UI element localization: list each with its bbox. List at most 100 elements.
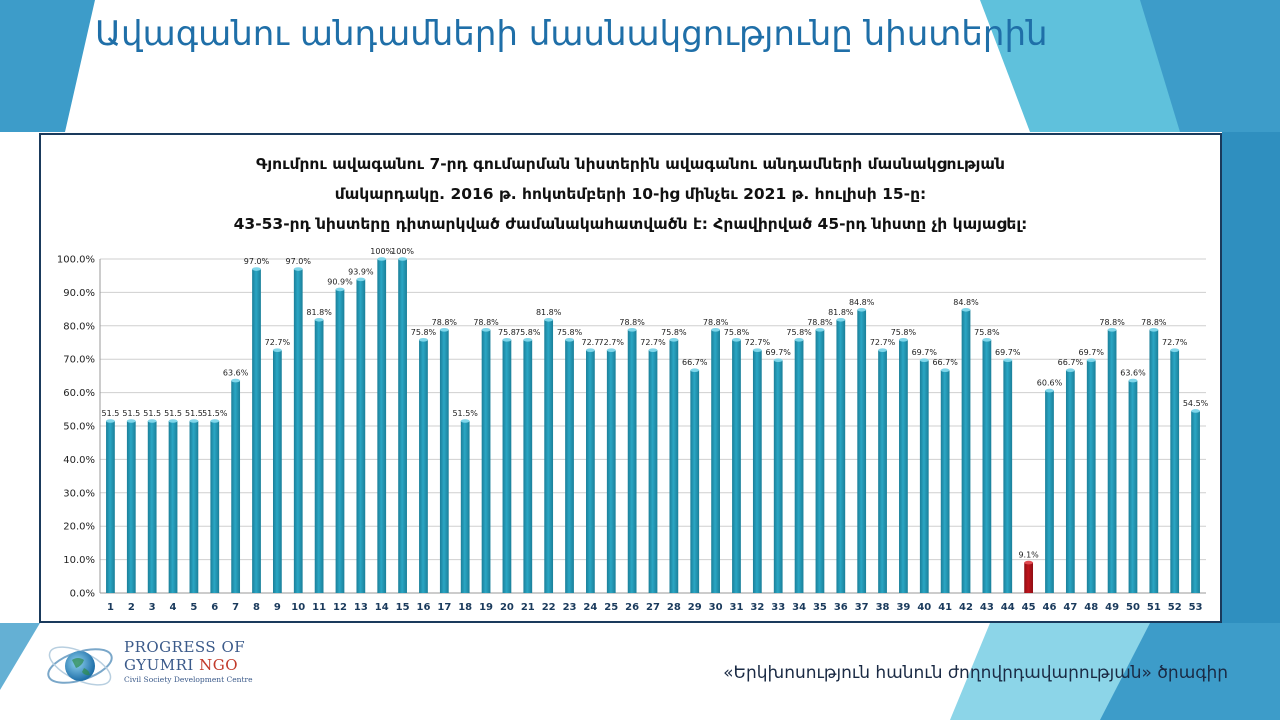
x-tick-label: 48 [1084, 602, 1098, 613]
right-side-shape [1222, 132, 1280, 623]
x-tick-label: 3 [149, 602, 156, 613]
bar-top-5 [189, 419, 199, 423]
x-tick-label: 19 [479, 602, 493, 613]
x-tick-label: 41 [938, 602, 952, 613]
bar-top-29 [690, 368, 700, 373]
bar-top-34 [794, 338, 804, 342]
chart-container: Գյումրու ավագանու 7-րդ գումարման նիստերի… [39, 133, 1222, 623]
data-label: 54.5% [1183, 399, 1209, 408]
bar-session-3 [147, 420, 157, 593]
logo-text-line-1: PROGRESS OF [124, 638, 246, 656]
bar-top-38 [878, 348, 887, 352]
data-label: 72.7% [870, 338, 896, 347]
data-label: 75.8% [974, 328, 1000, 337]
bar-top-28 [669, 338, 679, 342]
x-tick-label: 53 [1189, 602, 1203, 613]
left-shape [0, 0, 95, 132]
bar-top-19 [481, 328, 491, 332]
data-label: 81.8% [536, 308, 562, 317]
x-tick-label: 1 [107, 602, 114, 613]
y-tick-label: 30.0% [63, 488, 95, 499]
bar-top-16 [419, 338, 428, 342]
y-tick-label: 90.0% [63, 288, 95, 299]
x-tick-label: 9 [274, 602, 281, 613]
bar-top-6 [210, 419, 220, 423]
x-tick-label: 22 [542, 602, 556, 613]
bar-session-31 [732, 339, 741, 593]
data-label: 75.8 [498, 328, 516, 337]
x-tick-label: 7 [232, 602, 239, 613]
bar-session-21 [523, 339, 533, 593]
bar-session-32 [752, 350, 762, 593]
data-label: 51.5 [164, 409, 182, 418]
bar-top-10 [293, 267, 303, 271]
data-label: 66.7% [1058, 358, 1084, 367]
bar-top-12 [335, 287, 345, 292]
data-label: 75.8% [724, 328, 750, 337]
bar-session-46 [1045, 390, 1054, 593]
bar-top-22 [544, 317, 554, 322]
bar-session-1 [106, 420, 115, 593]
bar-session-39 [899, 339, 908, 593]
bar-top-20 [502, 338, 512, 342]
data-label: 75.8% [515, 328, 541, 337]
logo-text-line-2: GYUMRI NGO [124, 656, 253, 674]
chart-title-line-3: 43-53-րդ նիստերը դիտարկված ժամանակահատվա… [233, 215, 1028, 233]
x-tick-label: 18 [458, 602, 472, 613]
data-label: 51.5 [185, 409, 203, 418]
bar-session-51 [1149, 329, 1159, 593]
chart-title-line-2: մակարդակը. 2016 թ. հոկտեմբերի 10-ից մինչ… [334, 185, 927, 203]
y-tick-label: 70.0% [63, 355, 95, 366]
logo-text-gyumri: GYUMRI [124, 656, 200, 674]
data-label: 100% [370, 247, 393, 256]
x-tick-label: 29 [688, 602, 702, 613]
bar-session-22 [544, 319, 554, 593]
x-tick-label: 49 [1105, 602, 1119, 613]
y-tick-label: 20.0% [63, 522, 95, 533]
x-tick-label: 45 [1022, 602, 1036, 613]
bar-top-43 [982, 338, 992, 342]
x-tick-label: 40 [917, 602, 931, 613]
data-label: 81.8% [828, 308, 854, 317]
bar-top-53 [1191, 409, 1200, 413]
data-label: 78.8% [1099, 318, 1125, 327]
x-tick-label: 14 [375, 602, 389, 613]
data-label: 90.9% [327, 277, 353, 286]
right-bottom-shape-dark [1100, 623, 1280, 720]
bar-session-19 [481, 329, 491, 593]
bar-session-5 [189, 420, 199, 593]
data-label: 9.1% [1018, 551, 1039, 560]
bar-session-11 [314, 319, 324, 593]
x-tick-label: 25 [604, 602, 618, 613]
bar-top-26 [627, 328, 637, 332]
bar-top-15 [398, 257, 407, 261]
data-label: 75.8% [786, 328, 812, 337]
data-label: 84.8% [953, 298, 979, 307]
data-label: 75.8% [411, 328, 437, 337]
data-label: 51.5 [143, 409, 161, 418]
bar-session-12 [335, 289, 345, 593]
data-label: 51.5 [122, 409, 140, 418]
x-tick-label: 24 [583, 602, 597, 613]
bar-session-20 [502, 339, 512, 593]
bar-top-2 [126, 419, 136, 423]
x-tick-label: 10 [291, 602, 305, 613]
bar-top-33 [773, 358, 783, 363]
x-tick-label: 5 [190, 602, 197, 613]
data-label: 72.7% [640, 338, 666, 347]
bar-session-7 [231, 380, 241, 593]
x-tick-label: 2 [128, 602, 135, 613]
bar-top-31 [732, 338, 741, 342]
footer-program-name: «Երկխոսություն հանուն ժողովրդավարության»… [723, 663, 1228, 683]
bar-top-42 [961, 307, 971, 312]
data-label: 72.7% [265, 338, 291, 347]
bar-session-28 [669, 339, 679, 593]
x-tick-label: 28 [667, 602, 681, 613]
bar-session-43 [982, 339, 992, 593]
bar-session-41 [940, 370, 950, 593]
bar-session-23 [565, 339, 574, 593]
data-label: 72.7% [745, 338, 771, 347]
y-tick-label: 40.0% [63, 455, 95, 466]
x-tick-label: 31 [730, 602, 744, 613]
chart-title-line-1: Գյումրու ավագանու 7-րդ գումարման նիստերի… [256, 155, 1005, 173]
